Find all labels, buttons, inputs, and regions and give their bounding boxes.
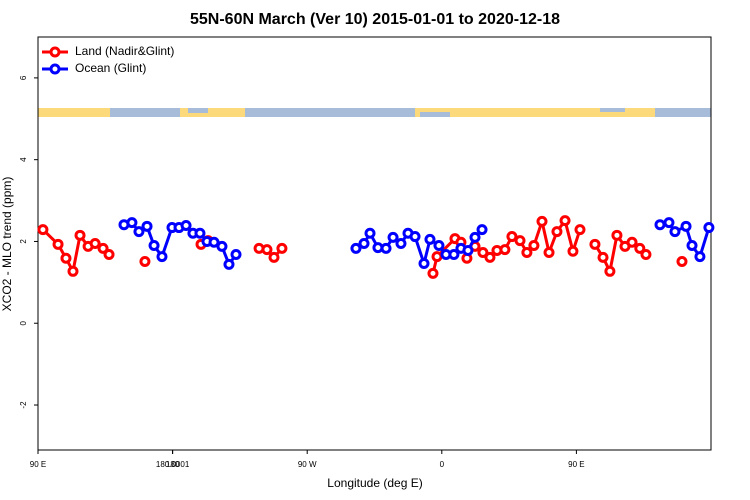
data-point [216,240,228,252]
data-point [431,251,443,263]
data-point [418,258,430,270]
y-tick-label: 4 [19,157,28,162]
x-tick-label: 90 W [298,460,317,469]
data-point [543,246,555,258]
y-tick-label: -2 [19,401,28,409]
data-point [589,238,601,250]
data-point [448,249,460,261]
data-point [611,229,623,241]
data-point [626,236,638,248]
data-point [223,258,235,270]
data-point [424,233,436,245]
data-point [180,220,192,232]
data-point [469,231,481,243]
x-tick-label: 180 [166,460,180,469]
data-point [126,217,138,229]
data-point [521,246,533,258]
data-point [634,242,646,254]
data-point [514,235,526,247]
data-point [67,265,79,277]
data-point [395,238,407,249]
legend-marker [49,63,61,75]
data-point [387,231,399,243]
data-point [528,240,540,252]
data-point [148,240,160,252]
x-tick-label: 90 E [30,460,46,469]
data-point [208,236,220,248]
data-point [141,220,153,232]
legend-label: Land (Nadir&Glint) [75,44,174,58]
data-point [506,231,518,243]
data-point [409,231,421,243]
data-point [433,240,445,252]
y-tick-label: 2 [19,239,28,244]
data-point [597,251,609,263]
data-point [567,245,579,257]
data-point [97,242,109,254]
data-point [427,267,439,279]
data-point [686,240,698,252]
data-point [268,251,280,263]
data-point [89,238,101,249]
data-point [669,226,681,238]
data-point [703,222,715,234]
data-point [60,252,72,264]
data-point [559,215,571,227]
data-point [37,224,49,236]
data-point [52,238,64,250]
x-tick-label: 90 E [568,460,584,469]
plot-frame [37,36,712,451]
data-point [640,249,652,261]
data-point [574,224,586,236]
data-point [462,244,474,256]
legend-label: Ocean (Glint) [75,61,146,75]
data-point [74,229,86,241]
y-tick-label: 6 [19,75,28,80]
data-point [276,242,288,254]
data-point [536,215,548,227]
data-point [694,251,706,263]
data-point [499,244,511,256]
legend-marker [49,46,61,58]
data-point [261,244,273,256]
data-point [350,242,362,254]
data-point [139,255,151,267]
data-point [484,251,496,263]
data-point [230,249,242,261]
data-point [476,224,488,236]
y-tick-label: 0 [19,320,28,325]
data-point [604,265,616,277]
data-point [364,227,376,239]
data-point [133,226,145,238]
data-point [103,249,115,261]
data-point [680,220,692,232]
map-strip [38,108,711,117]
x-tick-label: 180.0001 [156,460,190,469]
data-point [654,219,666,231]
data-point [663,217,675,229]
data-point [358,238,370,249]
x-tick-label: 0 [440,460,445,469]
y-axis-label: XCO2 - MLO trend (ppm) [0,177,14,312]
data-point [156,251,168,263]
chart-title: 55N-60N March (Ver 10) 2015-01-01 to 202… [190,11,560,28]
data-point [380,242,392,254]
data-point [551,226,563,238]
data-point [676,255,688,267]
data-point [477,246,489,258]
data-point [194,227,206,239]
x-axis-label: Longitude (deg E) [327,476,422,490]
